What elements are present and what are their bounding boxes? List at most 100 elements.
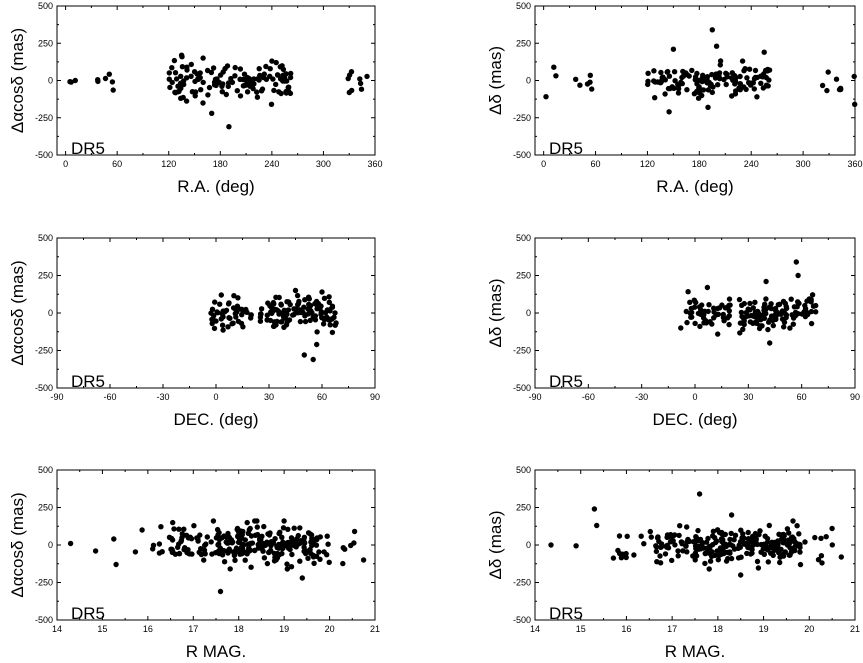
data-point <box>280 545 286 552</box>
data-point <box>815 557 822 563</box>
data-point <box>573 543 579 549</box>
data-point <box>623 550 629 557</box>
data-point <box>224 63 231 69</box>
data-point <box>215 310 221 316</box>
data-point <box>208 539 214 545</box>
data-point <box>680 548 686 554</box>
data-point <box>724 549 731 556</box>
data-point <box>616 533 623 539</box>
y-tick-label: 0 <box>48 308 53 318</box>
data-point <box>208 69 215 76</box>
data-point <box>318 303 324 309</box>
data-point <box>664 532 671 538</box>
data-point <box>179 63 186 70</box>
data-point <box>773 315 779 321</box>
data-point <box>709 549 715 555</box>
data-point <box>770 322 776 329</box>
data-point <box>695 527 701 534</box>
data-point <box>293 309 300 316</box>
data-point <box>703 539 710 545</box>
data-point <box>274 555 281 561</box>
data-point <box>678 325 684 331</box>
data-point <box>280 539 286 545</box>
data-point <box>292 287 299 294</box>
data-point <box>210 518 217 524</box>
x-tick-label: 17 <box>188 624 198 634</box>
data-point <box>623 554 629 561</box>
data-point <box>700 87 707 93</box>
data-point <box>795 272 801 279</box>
data-point <box>232 73 238 79</box>
data-point <box>282 315 289 321</box>
data-point <box>305 555 311 561</box>
data-point <box>665 545 672 551</box>
data-point <box>257 318 264 324</box>
data-point <box>219 322 226 328</box>
data-point <box>797 544 803 551</box>
data-point <box>818 535 824 541</box>
data-point <box>238 320 245 327</box>
x-tick-label: 21 <box>850 624 860 634</box>
data-point <box>770 552 776 558</box>
data-point <box>183 98 190 104</box>
data-point <box>158 524 164 530</box>
dataset-tag: DR5 <box>549 604 583 623</box>
data-point <box>631 552 637 558</box>
data-point <box>283 90 289 96</box>
data-point <box>132 549 139 555</box>
data-point <box>675 553 681 559</box>
data-point <box>823 534 829 540</box>
data-point <box>240 76 246 83</box>
data-point <box>329 303 336 309</box>
data-point <box>713 71 719 77</box>
x-tick-label: 60 <box>591 159 601 169</box>
data-point <box>792 547 798 554</box>
data-point <box>715 82 721 88</box>
data-point <box>675 81 681 88</box>
data-point <box>211 82 218 88</box>
data-point <box>754 74 761 81</box>
data-point <box>264 560 271 567</box>
data-point <box>763 278 769 285</box>
y-axis-label: Δδ (mas) <box>486 46 505 115</box>
data-point <box>175 544 181 550</box>
data-point <box>687 299 693 305</box>
panel-ra_dra: -500 -250 0 250 500 0 60 120 180 240 300 360 R.A. (d… <box>8 1 383 196</box>
x-axis-label: R MAG. <box>186 642 246 661</box>
data-point <box>264 539 270 545</box>
data-point <box>290 312 296 318</box>
data-point <box>200 100 206 106</box>
data-point <box>691 297 697 303</box>
data-point <box>647 528 653 535</box>
data-point <box>729 70 735 76</box>
data-point <box>761 551 767 557</box>
data-point <box>782 300 788 307</box>
data-point <box>237 93 244 99</box>
x-tick-label: 19 <box>759 624 769 634</box>
data-point <box>709 321 715 327</box>
data-point <box>217 301 223 307</box>
data-point <box>658 541 665 547</box>
data-point <box>610 555 617 561</box>
data-point <box>235 295 241 301</box>
data-point <box>779 308 786 314</box>
data-point <box>747 319 754 325</box>
x-tick-label: 30 <box>264 392 274 402</box>
data-point <box>188 61 194 68</box>
data-point <box>738 554 744 560</box>
data-point <box>219 83 225 90</box>
data-point <box>306 296 312 302</box>
data-point <box>645 81 651 88</box>
data-point <box>302 297 308 303</box>
x-tick-label: 360 <box>847 159 862 169</box>
data-point <box>713 43 720 49</box>
data-point <box>266 549 272 556</box>
data-point <box>662 77 668 83</box>
y-tick-label: 500 <box>516 233 531 243</box>
data-point <box>181 526 187 532</box>
data-point <box>717 62 723 68</box>
data-point <box>204 534 210 540</box>
data-point <box>675 548 681 554</box>
data-point <box>695 95 702 101</box>
data-point <box>279 534 285 540</box>
